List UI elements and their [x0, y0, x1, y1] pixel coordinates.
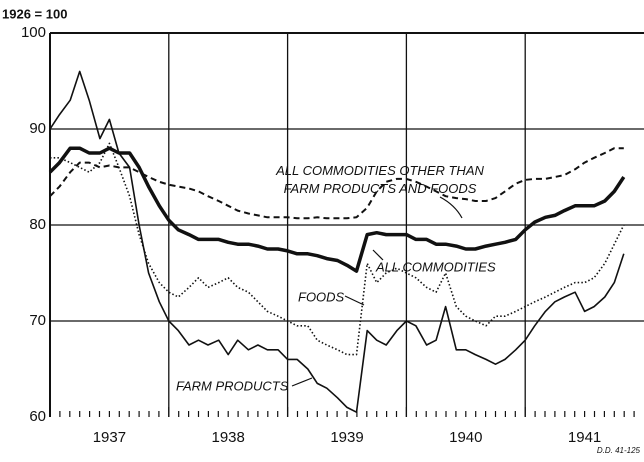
- series-label-line: ALL COMMODITIES OTHER THAN: [275, 163, 484, 178]
- series-label-line: FARM PRODUCTS AND FOODS: [284, 181, 477, 196]
- x-tick-label: 1939: [330, 429, 363, 446]
- x-tick-label: 1940: [449, 429, 482, 446]
- series-label: FARM PRODUCTS: [176, 378, 289, 393]
- series-line: [50, 142, 625, 356]
- y-tick-label: 100: [21, 24, 46, 41]
- y-tick-label: 90: [29, 120, 46, 137]
- y-tick-label: 70: [29, 312, 46, 329]
- label-arrow: [344, 295, 365, 306]
- series-label: FOODS: [298, 289, 345, 304]
- unit-label: 1926 = 100: [2, 6, 67, 21]
- series-label: ALL COMMODITIES OTHER THAN FARM PRODUCTS …: [275, 163, 484, 196]
- y-tick-label: 80: [29, 216, 46, 233]
- label-arrow: [372, 249, 384, 261]
- x-tick-label: 1938: [212, 429, 245, 446]
- series-line: [49, 70, 625, 413]
- series-line: [49, 147, 624, 220]
- y-tick-label: 60: [29, 408, 46, 425]
- label-arrow: [291, 377, 313, 387]
- x-tick-label: 1937: [93, 429, 126, 446]
- x-tick-label: 1941: [568, 429, 601, 446]
- label-arrow: [439, 196, 463, 219]
- series-line: [48, 146, 626, 273]
- series-label: ALL COMMODITIES: [375, 259, 496, 274]
- figure-note: D.D. 41-125: [597, 446, 641, 455]
